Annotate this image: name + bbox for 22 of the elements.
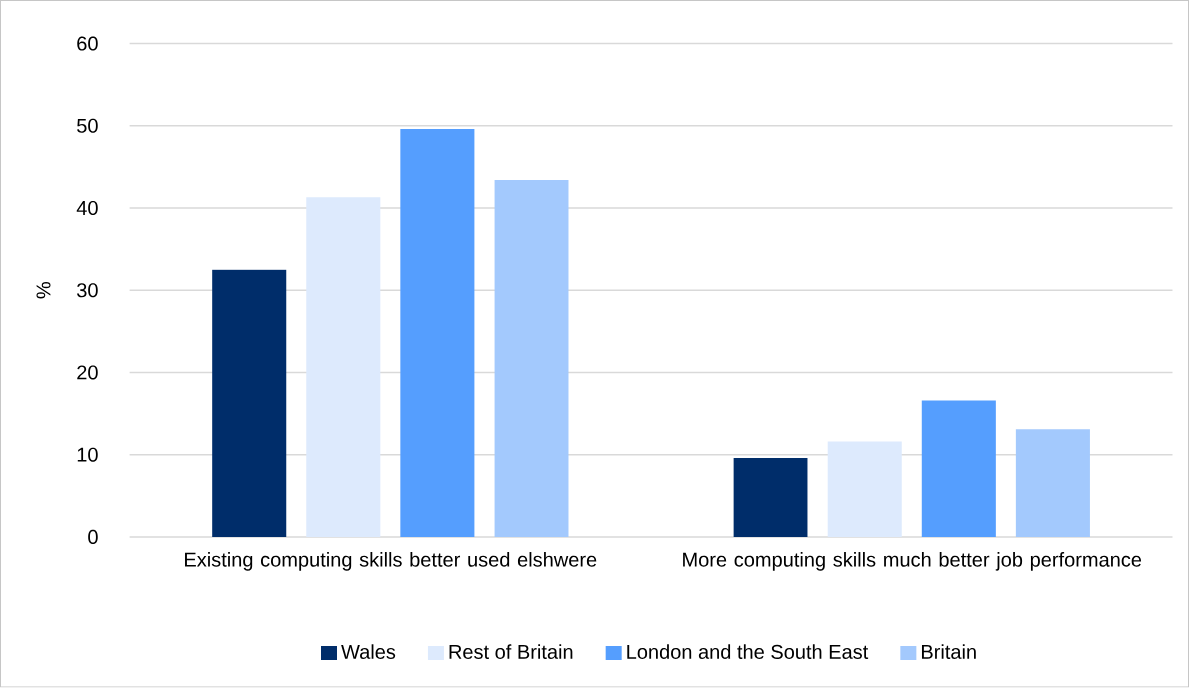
y-tick-label: 20 [77, 365, 98, 380]
bar [1015, 429, 1090, 538]
bar [494, 180, 569, 538]
bar [921, 400, 996, 538]
x-tick-label: More computing skills much better job performance [683, 552, 1142, 571]
bar [212, 269, 287, 538]
bar [733, 458, 808, 538]
legend-label: Rest of Britain [449, 644, 573, 660]
y-tick-label: 40 [76, 201, 98, 216]
bar [306, 197, 381, 538]
y-tick-label: 10 [77, 447, 98, 462]
y-tick-label: 60 [77, 36, 98, 51]
y-tick-label: 0 [88, 530, 98, 545]
legend-label: Britain [921, 644, 976, 660]
y-tick-label: 30 [77, 283, 98, 298]
y-axis-title: % [36, 282, 51, 299]
y-tick-label: 50 [77, 118, 98, 134]
x-tick-label: Existing computing skills better used elshwere [185, 552, 597, 571]
bar [827, 441, 902, 538]
bar [400, 129, 475, 538]
legend-label: London and the South East [627, 644, 869, 660]
legend-label: Wales [341, 644, 396, 660]
